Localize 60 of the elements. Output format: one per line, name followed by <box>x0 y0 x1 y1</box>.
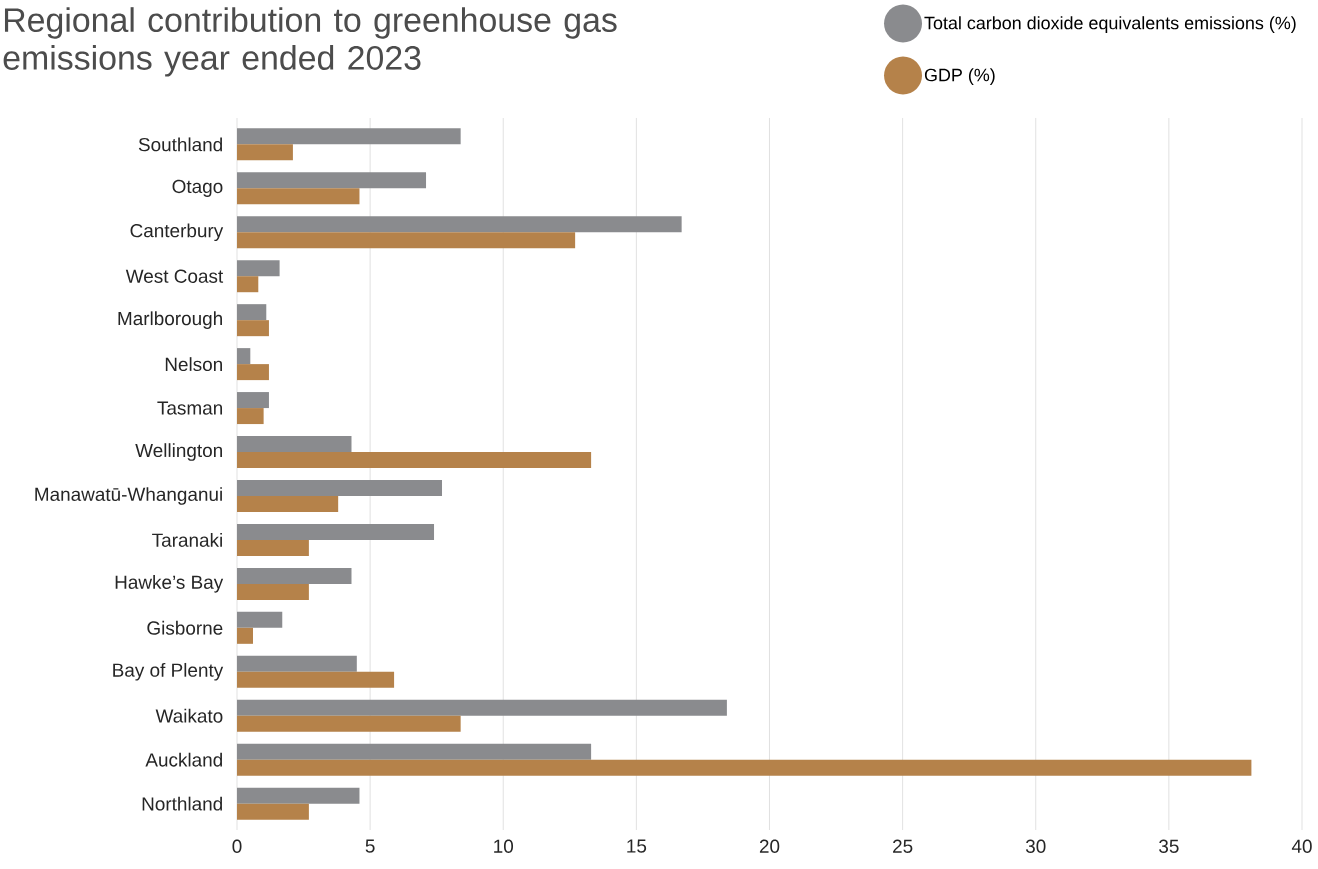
y-tick-label: Canterbury <box>130 223 224 242</box>
y-tick-label: Auckland <box>145 752 222 767</box>
bar <box>237 392 269 409</box>
legend-label: Total carbon dioxide equivalents emissions (%) <box>924 16 1296 33</box>
bar <box>237 452 592 469</box>
bar <box>237 172 427 189</box>
x-tick-label: 5 <box>365 839 375 853</box>
bar <box>237 655 357 672</box>
y-tick-label: Northland <box>142 796 222 811</box>
bar <box>237 803 309 820</box>
bar <box>237 523 435 540</box>
y-tick-label: West Coast <box>125 269 224 283</box>
x-tick-label: 0 <box>232 839 242 853</box>
bar <box>237 436 352 453</box>
x-tick-label: 35 <box>1159 839 1179 853</box>
bar <box>237 479 443 496</box>
x-tick-label: 30 <box>1025 839 1046 853</box>
y-tick-label: Bay of Plenty <box>113 662 224 681</box>
bar <box>237 144 293 161</box>
y-tick-label: Otago <box>172 179 223 197</box>
y-tick-label: Marlborough <box>118 311 222 329</box>
bar <box>237 627 253 644</box>
x-tick-label: 20 <box>759 839 780 853</box>
bar <box>237 232 576 249</box>
bar <box>237 715 461 732</box>
y-tick-label: Wellington <box>135 443 222 461</box>
y-tick-label: Nelson <box>165 357 222 372</box>
y-tick-label: Gisborne <box>147 620 223 635</box>
y-tick-label: Waikato <box>155 708 223 723</box>
bar <box>237 348 251 365</box>
chart-title: Regional contribution to greenhouse gas emissions year ended 2023 <box>3 7 617 77</box>
bar <box>237 304 267 321</box>
bar <box>237 320 269 337</box>
bar <box>237 128 461 145</box>
bar <box>237 276 259 293</box>
bar <box>237 611 283 628</box>
bar <box>237 188 360 205</box>
bar <box>237 583 309 600</box>
x-tick-label: 15 <box>627 839 647 853</box>
bar <box>237 495 339 512</box>
y-tick-label: Hawke’s Bay <box>115 575 224 593</box>
y-tick-label: Manawatū-Whanganui <box>35 487 222 505</box>
bar <box>237 567 352 584</box>
legend-label: GDP (%) <box>924 68 995 85</box>
bar <box>237 216 682 233</box>
y-tick-label: Southland <box>138 137 222 152</box>
bar <box>237 743 592 760</box>
bar <box>237 364 269 381</box>
x-tick-label: 10 <box>494 839 514 853</box>
x-tick-label: 25 <box>893 839 913 853</box>
bar <box>237 699 727 716</box>
bar <box>237 671 395 688</box>
bar <box>237 539 309 556</box>
y-tick-label: Taranaki <box>152 532 222 547</box>
bar <box>237 408 264 425</box>
bar <box>237 787 360 804</box>
bar <box>237 759 1252 776</box>
bar <box>237 260 280 277</box>
x-tick-label: 40 <box>1291 839 1312 853</box>
y-tick-label: Tasman <box>157 401 223 415</box>
